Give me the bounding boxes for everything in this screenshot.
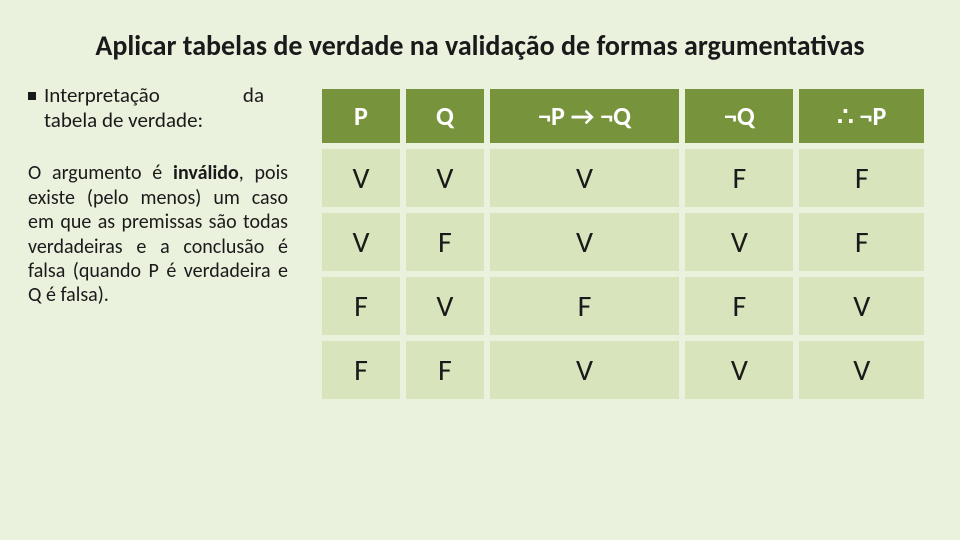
col-header-np: ∴ ¬P [799, 89, 924, 143]
cell: V [685, 213, 793, 271]
cell: V [490, 149, 679, 207]
col-header-nq: ¬Q [685, 89, 793, 143]
cell: F [799, 213, 924, 271]
cell: V [799, 277, 924, 335]
cell: F [490, 277, 679, 335]
table-header-row: P Q ¬P → ¬Q ¬Q ∴ ¬P [322, 89, 924, 143]
bullet-text: Interpretação da tabela de verdade: [44, 83, 264, 133]
cell: F [799, 149, 924, 207]
col-header-impl: ¬P → ¬Q [490, 89, 679, 143]
cell: V [799, 341, 924, 399]
cell: F [406, 341, 484, 399]
para-bold: inválido [173, 161, 239, 185]
cell: V [322, 149, 400, 207]
cell: V [322, 213, 400, 271]
square-bullet-icon [28, 92, 36, 100]
bullet-word2: da [243, 83, 264, 108]
explanation-paragraph: O argumento é inválido, pois existe (pel… [28, 161, 288, 307]
table-row: V V V F F [322, 149, 924, 207]
col-header-p: P [322, 89, 400, 143]
cell: F [322, 341, 400, 399]
cell: V [406, 149, 484, 207]
page-title: Aplicar tabelas de verdade na validação … [0, 0, 960, 83]
table-body: V V V F F V F V V F F V F F V F [322, 149, 924, 399]
para-pre: O argumento é [28, 161, 173, 185]
left-column: Interpretação da tabela de verdade: O ar… [28, 83, 288, 405]
cell: F [406, 213, 484, 271]
table-row: V F V V F [322, 213, 924, 271]
cell: V [490, 341, 679, 399]
bullet-line2: tabela de verdade: [44, 108, 203, 133]
content-area: Interpretação da tabela de verdade: O ar… [0, 83, 960, 405]
cell: F [685, 277, 793, 335]
col-header-q: Q [406, 89, 484, 143]
bullet-item: Interpretação da tabela de verdade: [28, 83, 288, 133]
cell: V [685, 341, 793, 399]
cell: V [406, 277, 484, 335]
cell: F [685, 149, 793, 207]
cell: F [322, 277, 400, 335]
truth-table: P Q ¬P → ¬Q ¬Q ∴ ¬P V V V F F V F V V F [316, 83, 930, 405]
cell: V [490, 213, 679, 271]
table-row: F V F F V [322, 277, 924, 335]
table-row: F F V V V [322, 341, 924, 399]
bullet-word1: Interpretação [44, 82, 160, 108]
